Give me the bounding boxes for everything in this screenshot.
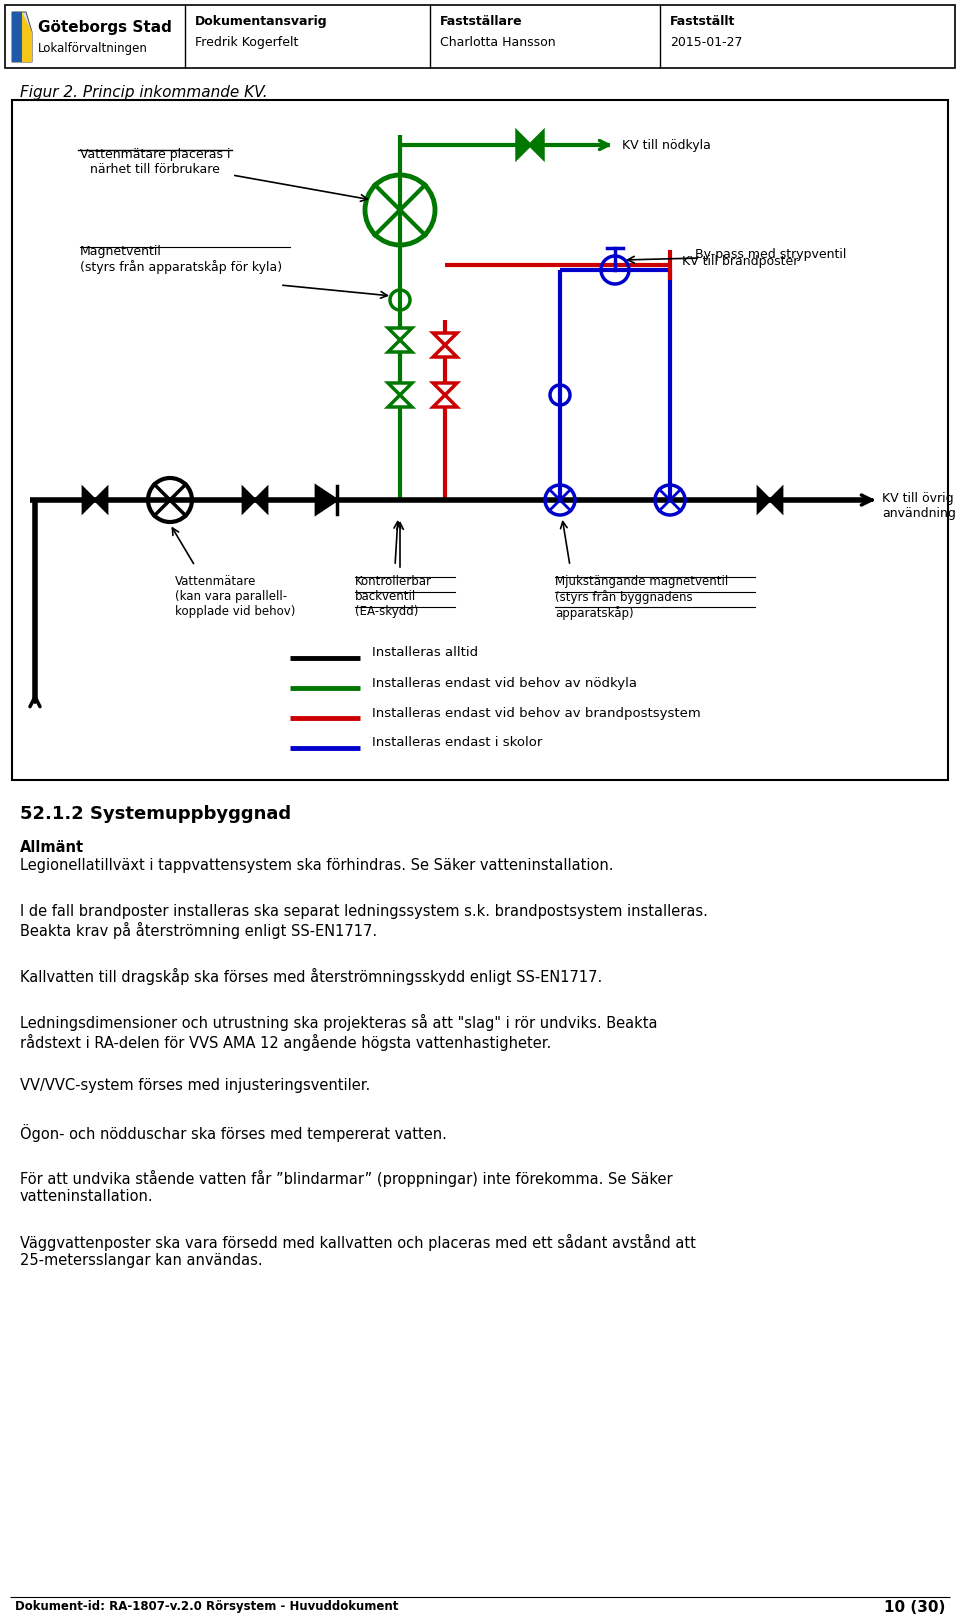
Text: Magnetventil
(styrs från apparatskåp för kyla): Magnetventil (styrs från apparatskåp för… <box>80 246 282 275</box>
Text: Vattenmätare
(kan vara parallell-
kopplade vid behov): Vattenmätare (kan vara parallell- koppla… <box>175 575 296 617</box>
Text: I de fall brandposter installeras ska separat ledningssystem s.k. brandpostsyste: I de fall brandposter installeras ska se… <box>20 903 708 920</box>
Text: 10 (30): 10 (30) <box>883 1600 945 1614</box>
Text: Installeras endast i skolor: Installeras endast i skolor <box>372 737 542 750</box>
Polygon shape <box>770 488 782 512</box>
Polygon shape <box>388 394 412 407</box>
Text: För att undvika stående vatten får ”blindarmar” (proppningar) inte förekomma. Se: För att undvika stående vatten får ”blin… <box>20 1170 673 1204</box>
Polygon shape <box>388 339 412 352</box>
Polygon shape <box>12 11 32 61</box>
Polygon shape <box>316 486 337 514</box>
Bar <box>12 100 948 781</box>
Polygon shape <box>433 344 457 357</box>
Polygon shape <box>83 488 95 512</box>
Text: Mjukstängande magnetventil
(styrs från byggnadens
apparatskåp): Mjukstängande magnetventil (styrs från b… <box>555 575 729 621</box>
Polygon shape <box>530 133 543 158</box>
Text: Installeras endast vid behov av nödkyla: Installeras endast vid behov av nödkyla <box>372 677 637 690</box>
Polygon shape <box>22 11 32 61</box>
Polygon shape <box>433 383 457 394</box>
Polygon shape <box>388 328 412 339</box>
Text: Installeras endast vid behov av brandpostsystem: Installeras endast vid behov av brandpos… <box>372 706 701 719</box>
Text: 2015-01-27: 2015-01-27 <box>670 36 742 48</box>
Text: 52.1.2 Systemuppbyggnad: 52.1.2 Systemuppbyggnad <box>20 805 291 823</box>
Text: Kallvatten till dragskåp ska förses med återströmningsskydd enligt SS-EN1717.: Kallvatten till dragskåp ska förses med … <box>20 968 602 986</box>
Text: Beakta krav på återströmning enligt SS-EN1717.: Beakta krav på återströmning enligt SS-E… <box>20 923 377 939</box>
Text: KV till övrig
användning: KV till övrig användning <box>882 491 956 520</box>
Text: Lokalförvaltningen: Lokalförvaltningen <box>38 42 148 55</box>
Text: Ledningsdimensioner och utrustning ska projekteras så att "slag" i rör undviks. : Ledningsdimensioner och utrustning ska p… <box>20 1013 658 1050</box>
Text: Kontrollerbar
backventil
(EA-skydd): Kontrollerbar backventil (EA-skydd) <box>355 575 432 617</box>
Polygon shape <box>517 133 530 158</box>
Polygon shape <box>758 488 770 512</box>
Text: Göteborgs Stad: Göteborgs Stad <box>38 19 172 36</box>
Text: Väggvattenposter ska vara försedd med kallvatten och placeras med ett sådant avs: Väggvattenposter ska vara försedd med ka… <box>20 1235 696 1269</box>
Polygon shape <box>255 488 267 512</box>
Text: VV/VVC-system förses med injusteringsventiler.: VV/VVC-system förses med injusteringsven… <box>20 1078 371 1092</box>
Polygon shape <box>12 11 22 61</box>
Text: Figur 2. Princip inkommande KV.: Figur 2. Princip inkommande KV. <box>20 86 268 100</box>
Text: KV till brandposter: KV till brandposter <box>682 255 799 268</box>
Polygon shape <box>433 394 457 407</box>
Text: Dokumentansvarig: Dokumentansvarig <box>195 15 327 27</box>
Text: Legionellatillväxt i tappvattensystem ska förhindras. Se Säker vatteninstallatio: Legionellatillväxt i tappvattensystem sk… <box>20 858 613 873</box>
Text: Ögon- och nödduschar ska förses med tempererat vatten.: Ögon- och nödduschar ska förses med temp… <box>20 1125 446 1143</box>
Text: Fastställare: Fastställare <box>440 15 522 27</box>
Polygon shape <box>433 333 457 344</box>
Polygon shape <box>95 488 107 512</box>
Text: Allmänt: Allmänt <box>20 840 84 855</box>
Bar <box>5 5 955 68</box>
Text: Charlotta Hansson: Charlotta Hansson <box>440 36 556 48</box>
Text: By-pass med strypventil: By-pass med strypventil <box>695 247 847 262</box>
Text: Fredrik Kogerfelt: Fredrik Kogerfelt <box>195 36 299 48</box>
Text: KV till nödkyla: KV till nödkyla <box>622 139 710 152</box>
Text: Dokument-id: RA-1807-v.2.0 Rörsystem - Huvuddokument: Dokument-id: RA-1807-v.2.0 Rörsystem - H… <box>15 1600 398 1613</box>
Text: Vattenmätare placeras i
närhet till förbrukare: Vattenmätare placeras i närhet till förb… <box>80 149 230 176</box>
Polygon shape <box>388 383 412 394</box>
Polygon shape <box>243 488 255 512</box>
Text: Fastställt: Fastställt <box>670 15 735 27</box>
Text: Installeras alltid: Installeras alltid <box>372 646 478 659</box>
